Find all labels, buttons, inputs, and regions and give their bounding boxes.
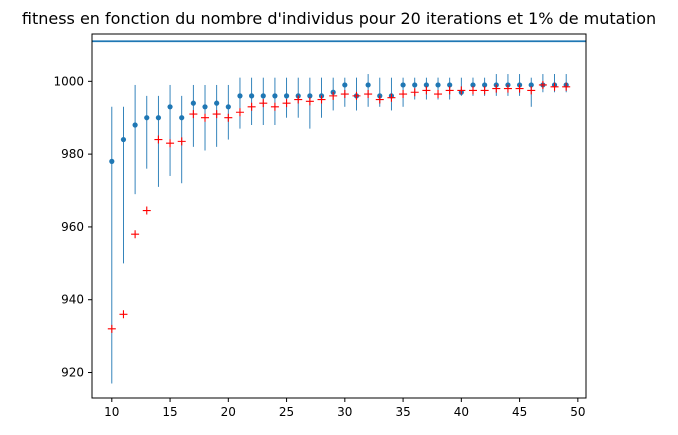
dot-marker [202,104,208,110]
dot-marker [260,93,266,99]
x-tick-label: 45 [512,405,527,419]
dot-marker [179,115,185,121]
dot-marker [249,93,255,99]
x-tick-label: 10 [104,405,119,419]
plus-marker [445,86,454,95]
dot-marker [435,82,441,88]
plus-marker [352,91,361,100]
dot-marker [412,82,418,88]
plus-marker [480,86,489,95]
plus-marker [142,206,151,215]
plus-marker [387,93,396,102]
plus-marker [562,82,571,91]
plus-marker [422,86,431,95]
plus-marker [107,324,116,333]
chart-title: fitness en fonction du nombre d'individu… [22,9,656,28]
plus-marker [527,86,536,95]
plus-marker [131,230,140,239]
plus-marker [224,113,233,122]
plot-area [92,40,586,384]
plus-marker [154,135,163,144]
plus-marker [340,90,349,99]
plus-marker [294,95,303,104]
plus-marker [538,80,547,89]
dot-marker [283,93,290,99]
dot-marker [528,82,534,88]
plus-marker [515,84,524,93]
plus-marker [434,90,443,99]
plus-marker [235,108,244,117]
dot-marker [342,82,348,88]
axes: 10 15 20 25 30 35 40 45 50 920 940 960 980 1000 [53,33,587,419]
plus-marker [364,90,373,99]
dot-marker [155,115,162,121]
x-tick-label: 15 [162,405,177,419]
dot-marker [482,82,488,88]
dot-marker [144,115,150,121]
dot-marker [132,122,138,128]
y-tick-label: 960 [61,220,84,234]
plus-marker [399,90,408,99]
y-tick-label: 1000 [53,74,84,88]
plus-marker [492,84,501,93]
plus-marker [177,137,186,146]
dot-marker [470,82,476,88]
dot-marker [307,93,313,99]
y-tick-label: 920 [61,366,84,380]
dot-marker [120,136,127,143]
x-tick-label: 20 [221,405,236,419]
plus-marker [259,99,268,108]
dot-marker [400,82,406,88]
dot-marker [447,82,453,88]
x-tick-label: 25 [279,405,294,419]
dot-marker [237,93,243,99]
plus-marker [457,86,466,95]
plus-marker [468,86,477,95]
dot-marker [190,100,196,106]
x-tick-label: 40 [454,405,469,419]
plus-marker [282,99,291,108]
dot-marker [225,104,231,110]
plus-marker [329,91,338,100]
plus-marker [503,84,512,93]
plus-marker [375,95,384,104]
plus-marker [305,97,314,106]
plus-marker [119,310,128,319]
axes-frame [91,33,587,399]
y-tick-label: 940 [61,293,84,307]
x-tick-label: 50 [570,405,585,419]
plus-marker [270,102,279,111]
plus-marker [201,113,210,122]
y-tick-label: 980 [61,147,84,161]
plus-marker [189,110,198,119]
plus-marker [247,102,256,111]
dot-marker [214,100,220,106]
plus-marker [317,95,326,104]
dot-marker [272,93,278,99]
x-tick-label: 35 [395,405,410,419]
plus-marker [212,110,221,119]
dot-marker [365,82,371,88]
dot-marker [167,104,173,110]
plus-marker [410,88,419,97]
dot-marker [109,158,115,164]
dot-marker [423,82,429,88]
plus-marker [550,82,559,91]
x-tick-label: 30 [337,405,352,419]
plus-marker [166,139,175,148]
